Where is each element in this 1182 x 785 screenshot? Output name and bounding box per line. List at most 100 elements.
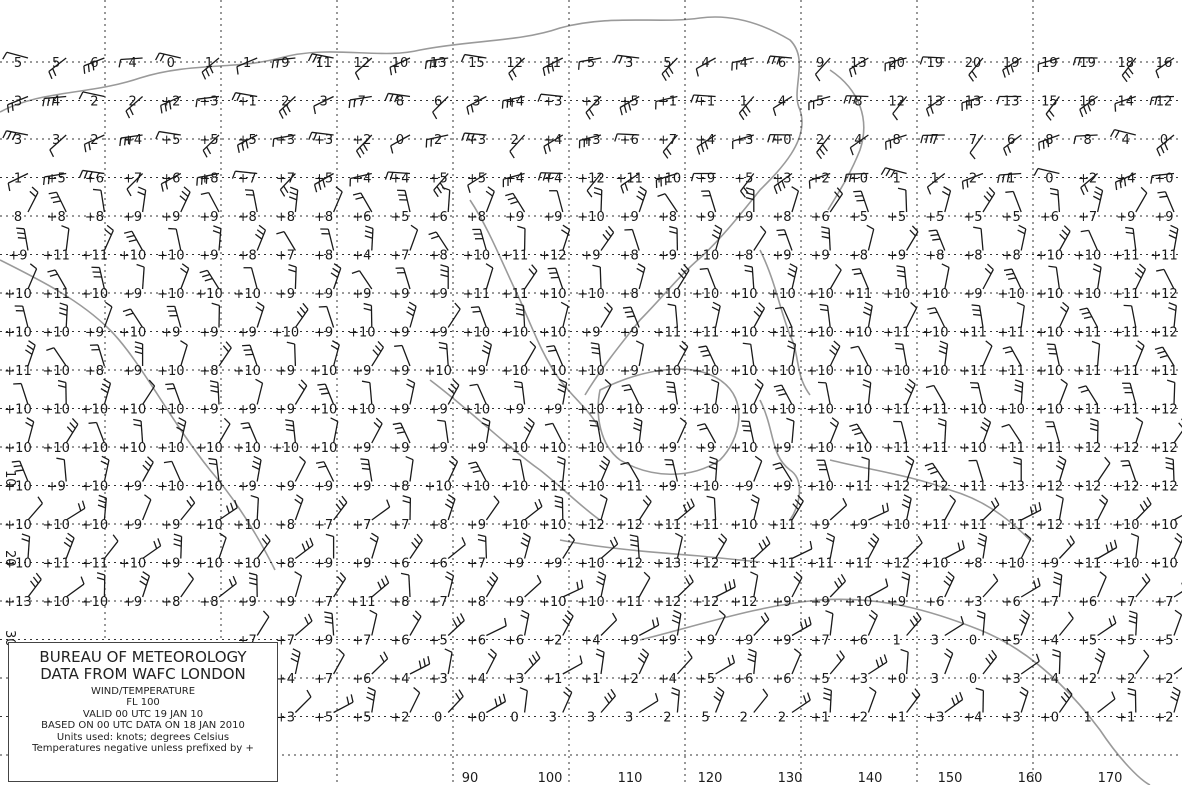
wind-barb [294,652,301,675]
wind-barb [1096,652,1106,675]
wind-barb-feather [944,652,952,659]
wind-barb-feather [313,184,318,193]
wind-barb-feather [902,571,910,576]
wind-barb-feather [836,653,842,662]
wind-barb-feather [504,617,507,626]
wind-barb [371,582,390,598]
wind-barb-feather [493,495,500,503]
wind-barb-feather [1024,532,1032,540]
wind-barb-feather [656,617,660,626]
wind-barb [180,344,188,367]
wind-barb-feather [789,263,798,269]
wind-barb-feather [252,460,261,466]
wind-barb [809,172,831,182]
wind-barb-feather [183,186,191,193]
wind-barb [1097,576,1107,598]
temperature-label: +8 [199,595,218,610]
wind-barb-feather [823,687,832,692]
wind-barb-feather [744,269,753,273]
wind-barb [524,422,535,444]
wind-barb-feather [696,146,701,155]
wind-barb-feather [78,91,84,100]
wind-barb-feather [32,576,39,584]
temperature-label: +9 [467,441,486,456]
wind-barb-feather [379,654,385,663]
temperature-label: +5 [467,172,486,187]
wind-barb [294,309,309,328]
temperature-label: +11 [501,249,528,264]
temperature-label: 12 [354,56,371,71]
wind-barb-feather [908,378,916,385]
wind-barb-feather [793,648,801,655]
temperature-label: +4 [1040,672,1059,687]
wind-barb-feather [181,190,189,197]
wind-barb [1135,579,1151,598]
wind-barb-feather [1165,457,1174,461]
wind-barb-feather [510,200,519,205]
temperature-label: 2 [128,95,136,110]
temperature-label: 3 [52,133,60,148]
temperature-label: +8 [963,249,982,264]
wind-barb-feather [1099,571,1107,578]
wind-barb-feather [809,540,813,549]
temperature-label: 16 [1079,95,1096,110]
wind-barb-feather [37,496,43,504]
wind-barb-feather [410,224,418,231]
wind-barb-feather [49,273,58,277]
temperature-label: +11 [959,326,986,341]
temperature-label: +7 [1116,595,1135,610]
temperature-label: +9 [390,326,409,341]
wind-barb-feather [1144,573,1151,581]
wind-barb-feather [351,270,360,274]
temperature-label: +5 [314,172,333,187]
wind-barb-feather [814,73,821,82]
wind-barb-feather [472,469,481,474]
wind-barb-feather [665,147,672,156]
wind-barb-feather [366,691,375,697]
wind-barb-feather [932,238,941,241]
wind-barb [980,228,984,251]
wind-barb-feather [910,302,918,309]
wind-barb-feather [758,542,764,551]
wind-barb-feather [372,349,379,356]
wind-barb-feather [843,95,848,104]
wind-barb [829,580,846,598]
wind-barb [1135,345,1145,367]
temperature-label: +10 [1036,249,1063,264]
temperature-label: +9 [390,441,409,456]
wind-barb-feather [1052,653,1061,658]
temperature-label: +9 [581,326,600,341]
wind-barb-feather [256,301,265,308]
wind-barb-feather [16,227,25,230]
wind-barb [236,57,258,68]
wind-barb [750,344,755,367]
wind-barb-feather [709,461,718,465]
wind-barb [1135,536,1140,559]
wind-barb [1097,546,1117,560]
wind-barb-feather [305,540,310,549]
wind-barb-feather [173,533,182,538]
wind-barb [65,537,75,559]
wind-barb [867,382,872,405]
temperature-label: +1 [658,95,677,110]
wind-barb [1058,694,1073,713]
lat-tick-label: 20 [2,550,17,567]
temperature-label: +10 [81,480,108,495]
wind-barb [131,230,144,251]
wind-barb-feather [712,301,721,307]
wind-barb-feather [208,462,217,466]
temperature-label: +9 [276,364,295,379]
wind-barb-feather [481,349,490,355]
temperature-label: +11 [1150,364,1177,379]
wind-barb [409,306,417,328]
wind-barb [905,460,915,482]
temperature-label: +9 [429,403,448,418]
temperature-label: +9 [238,595,257,610]
wind-barb-feather [589,424,599,427]
wind-barb-feather [122,308,131,313]
wind-barb [250,267,258,290]
temperature-label: +7 [811,634,830,649]
temperature-label: 16 [1156,56,1173,71]
wind-barb-feather [862,379,871,384]
wind-barb [82,91,105,98]
